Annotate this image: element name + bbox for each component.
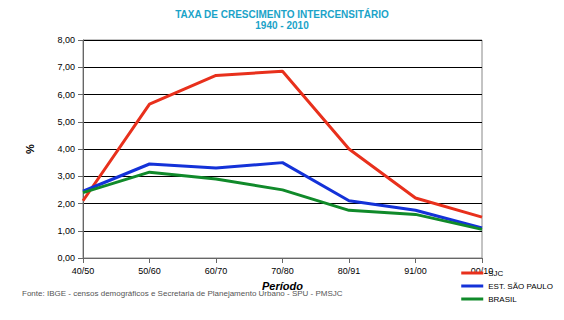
svg-text:91/00: 91/00	[404, 266, 427, 276]
svg-text:SJC: SJC	[488, 269, 503, 278]
svg-text:3,00: 3,00	[57, 171, 75, 181]
svg-text:0,00: 0,00	[57, 253, 75, 263]
svg-text:1940 - 2010: 1940 - 2010	[255, 20, 309, 31]
svg-text:70/80: 70/80	[271, 266, 294, 276]
svg-text:Período: Período	[262, 280, 303, 292]
svg-text:EST. SÃO PAULO: EST. SÃO PAULO	[488, 282, 553, 291]
svg-text:7,00: 7,00	[57, 62, 75, 72]
svg-text:BRASIL: BRASIL	[488, 295, 517, 304]
svg-text:60/70: 60/70	[205, 266, 228, 276]
svg-text:Fonte: IBGE - censos demográfi: Fonte: IBGE - censos demográficos e Secr…	[22, 288, 343, 298]
svg-text:50/60: 50/60	[138, 266, 161, 276]
svg-text:1,00: 1,00	[57, 226, 75, 236]
svg-text:6,00: 6,00	[57, 90, 75, 100]
svg-text:TAXA DE CRESCIMENTO INTERCENSI: TAXA DE CRESCIMENTO INTERCENSITÁRIO	[175, 8, 389, 20]
svg-text:5,00: 5,00	[57, 117, 75, 127]
svg-text:2,00: 2,00	[57, 199, 75, 209]
svg-text:%: %	[24, 144, 36, 154]
svg-text:4,00: 4,00	[57, 144, 75, 154]
svg-text:80/91: 80/91	[338, 266, 361, 276]
svg-text:8,00: 8,00	[57, 35, 75, 45]
svg-text:40/50: 40/50	[72, 266, 95, 276]
